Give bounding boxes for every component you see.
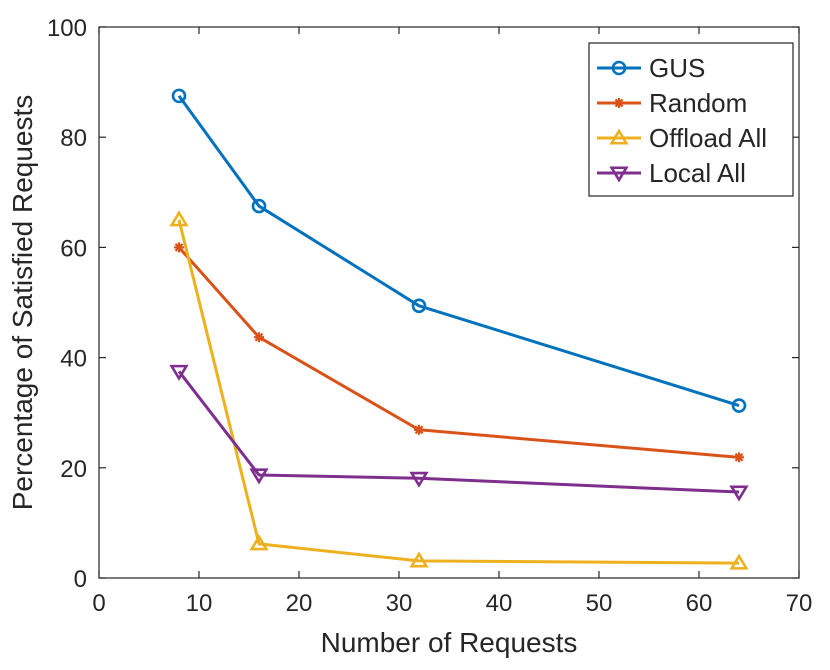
legend-label: Local All: [649, 158, 746, 188]
x-tick-label: 50: [586, 590, 613, 617]
data-point: [169, 364, 189, 381]
legend-label: Offload All: [649, 123, 767, 153]
legend-entry: GUS: [597, 53, 705, 83]
data-point: [734, 452, 744, 463]
series-gus: [171, 88, 747, 413]
y-tick-label: 0: [74, 566, 87, 593]
x-tick-label: 20: [286, 590, 313, 617]
legend-marker: [611, 60, 627, 76]
x-tick-label: 0: [92, 590, 105, 617]
legend-marker: [609, 166, 629, 183]
series-line: [177, 370, 740, 494]
x-tick-label: 70: [786, 590, 813, 617]
y-tick-label: 40: [60, 346, 87, 373]
x-axis-title: Number of Requests: [321, 627, 578, 658]
asterisk-stroke: [414, 425, 424, 435]
y-tick-label: 20: [60, 456, 87, 483]
axes-box: [98, 26, 800, 579]
series-line: [177, 94, 740, 407]
data-point: [171, 88, 187, 104]
data-point: [729, 485, 749, 502]
series-offload-all: [169, 210, 749, 570]
y-axis-title: Percentage of Satisfied Requests: [7, 95, 38, 511]
y-tick-label: 100: [47, 15, 87, 42]
x-tick-label: 40: [486, 590, 513, 617]
data-point: [414, 424, 424, 435]
data-point: [249, 468, 269, 485]
data-point: [169, 210, 189, 227]
legend-entry: Offload All: [597, 123, 767, 153]
plot-area: 0 10 20 30 40 50 60 70 0 20 40 60 80 100: [47, 15, 812, 617]
legend: GUS Random Offload All Local All: [588, 42, 794, 197]
asterisk-stroke: [254, 332, 264, 342]
series-random: [174, 242, 744, 463]
legend-marker: [614, 98, 624, 108]
series-local-all: [169, 364, 749, 502]
series-line: [177, 246, 740, 459]
x-tick-label: 60: [686, 590, 713, 617]
data-point: [249, 534, 269, 551]
data-point: [729, 553, 749, 570]
data-point: [251, 198, 267, 214]
y-tick-label: 60: [60, 235, 87, 262]
legend-label: GUS: [649, 53, 705, 83]
x-tick-label: 10: [186, 590, 213, 617]
x-tick-label: 30: [386, 590, 413, 617]
legend-marker: [609, 128, 629, 145]
asterisk-stroke: [174, 243, 184, 252]
data-point: [409, 471, 429, 488]
asterisk-stroke: [734, 453, 744, 462]
asterisk-stroke: [614, 98, 624, 108]
data-point: [731, 398, 747, 413]
data-point: [174, 242, 184, 253]
data-point: [411, 298, 427, 314]
series-line: [177, 219, 740, 565]
legend-entry: Local All: [597, 158, 746, 188]
series-layer: [169, 88, 749, 570]
data-point: [409, 551, 429, 568]
legend-entry: Random: [597, 88, 747, 118]
y-tick-label: 80: [60, 125, 87, 152]
legend-label: Random: [649, 88, 747, 118]
data-point: [254, 332, 264, 343]
